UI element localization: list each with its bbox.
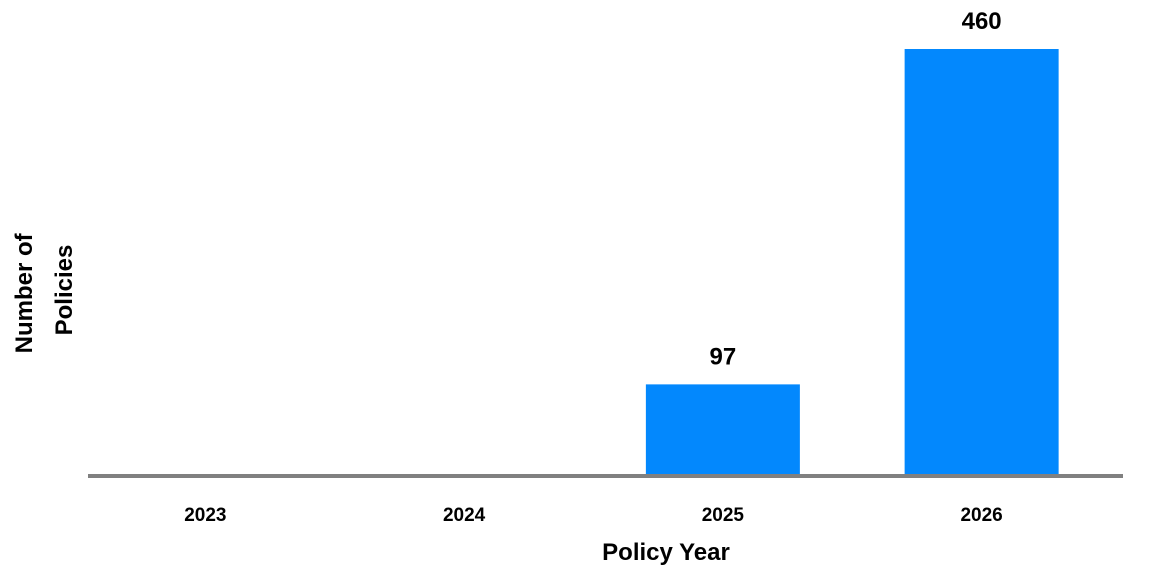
x-tick-label-2024: 2024 xyxy=(443,505,486,526)
y-axis-title-line-2: Policies xyxy=(51,245,78,336)
x-tick-labels: 2023 2024 2025 2026 xyxy=(184,505,1003,526)
data-labels-layer: 97 460 xyxy=(710,8,1002,370)
bars-layer xyxy=(645,49,1059,474)
bar-2025 xyxy=(645,384,800,474)
y-axis-title: Number of Policies xyxy=(11,227,78,354)
data-label-2026: 460 xyxy=(962,8,1002,35)
x-axis-title: Policy Year xyxy=(602,539,730,566)
x-tick-label-2025: 2025 xyxy=(702,505,745,526)
data-label-2025: 97 xyxy=(710,343,737,370)
x-tick-label-2023: 2023 xyxy=(184,505,226,526)
x-tick-label-2026: 2026 xyxy=(960,505,1002,526)
bar-2026 xyxy=(904,49,1059,474)
y-axis-title-line-1: Number of xyxy=(11,232,38,353)
